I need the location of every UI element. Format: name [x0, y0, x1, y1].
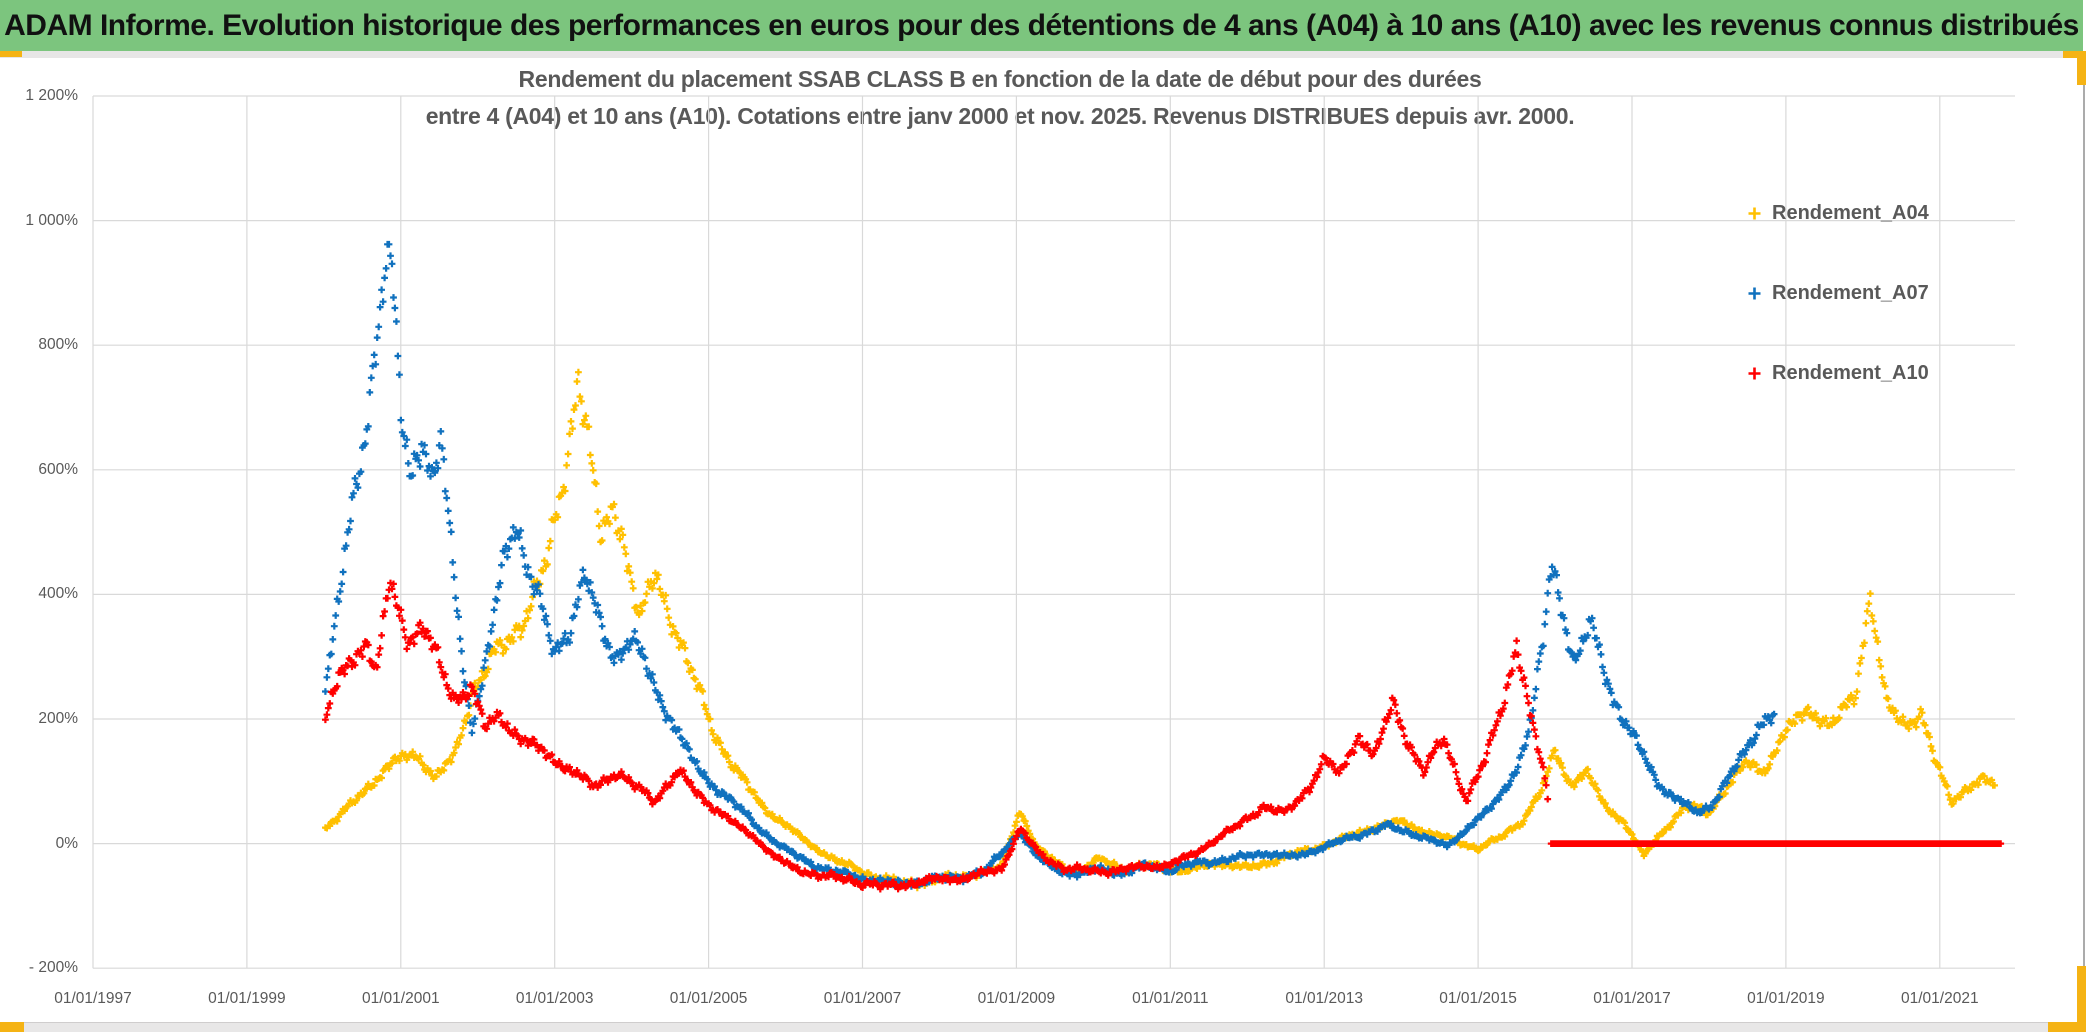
- x-axis-label: 01/01/1997: [54, 990, 132, 1007]
- plus-marker-icon: [1748, 287, 1761, 299]
- x-axis-label: 01/01/2009: [977, 990, 1056, 1007]
- y-axis-label: 800%: [38, 336, 78, 354]
- x-axis-label: 01/01/2015: [1439, 990, 1517, 1007]
- sheet-title: ADAM Informe. Evolution historique des p…: [4, 8, 2079, 42]
- scatter-series-Rendement_A07[interactable]: [322, 240, 1778, 890]
- selection-handle-bottom-left[interactable]: [0, 1022, 24, 1032]
- sheet-title-bar: ADAM Informe. Evolution historique des p…: [0, 0, 2083, 51]
- chart-title-line1: Rendement du placement SSAB CLASS B en f…: [518, 66, 1482, 92]
- scatter-series-Rendement_A04[interactable]: [322, 368, 1998, 892]
- chart-title-line2: entre 4 (A04) et 10 ans (A10). Cotations…: [425, 103, 1575, 129]
- sheet-row-strip: [0, 51, 2086, 58]
- scatter-series-Rendement_A10-flat-zero[interactable]: [1547, 840, 2005, 847]
- sheet-bottom-strip: [0, 1022, 2086, 1032]
- x-axis-label: 01/01/2001: [362, 990, 440, 1007]
- x-axis-label: 01/01/2021: [1901, 990, 1979, 1007]
- x-axis-label: 01/01/1999: [208, 990, 286, 1007]
- y-axis-label: 200%: [38, 710, 78, 727]
- x-axis-label: 01/01/2005: [669, 990, 748, 1007]
- legend-label: Rendement_A04: [1772, 201, 1929, 224]
- x-axis-label: 01/01/2007: [823, 990, 902, 1007]
- chart-legend[interactable]: Rendement_A04 Rendement_A07 Rendement_A1…: [1747, 196, 1997, 436]
- legend-label: Rendement_A07: [1772, 281, 1929, 304]
- plus-marker-icon: [1748, 207, 1761, 219]
- x-axis-label: 01/01/2017: [1593, 990, 1671, 1007]
- legend-item-rendement-a07[interactable]: Rendement_A07: [1747, 276, 1997, 310]
- selection-handle-bottom-right-v[interactable]: [2077, 966, 2086, 1032]
- legend-item-rendement-a04[interactable]: Rendement_A04: [1747, 196, 1997, 230]
- selection-handle-bottom-right-h[interactable]: [2048, 1022, 2086, 1032]
- x-axis-label: 01/01/2013: [1285, 990, 1363, 1007]
- y-axis-label: 0%: [55, 834, 78, 852]
- y-axis-label: 400%: [38, 585, 78, 603]
- gridlines: [92, 95, 2015, 969]
- scatter-series-Rendement_A10[interactable]: [322, 579, 1552, 893]
- window-right-edge: [2083, 51, 2085, 1032]
- y-axis-label: 1 200%: [25, 87, 78, 104]
- legend-label: Rendement_A10: [1772, 361, 1929, 384]
- sheet-bottom-margin: [0, 1010, 2086, 1022]
- y-axis-label: 600%: [38, 460, 78, 478]
- y-axis-label: 1 000%: [25, 211, 78, 229]
- legend-item-rendement-a10[interactable]: Rendement_A10: [1747, 356, 1997, 390]
- selection-handle-top-right-h[interactable]: [2063, 51, 2086, 58]
- chart-title: Rendement du placement SSAB CLASS B en f…: [40, 61, 1960, 135]
- x-axis-label: 01/01/2019: [1747, 990, 1825, 1007]
- x-axis-label: 01/01/2011: [1132, 990, 1209, 1007]
- selection-handle-top-right-v[interactable]: [2077, 51, 2086, 85]
- selection-handle-top-left[interactable]: [0, 51, 22, 57]
- x-axis-label: 01/01/2003: [515, 990, 594, 1007]
- plus-marker-icon: [1748, 367, 1761, 379]
- y-axis-label: - 200%: [28, 959, 78, 977]
